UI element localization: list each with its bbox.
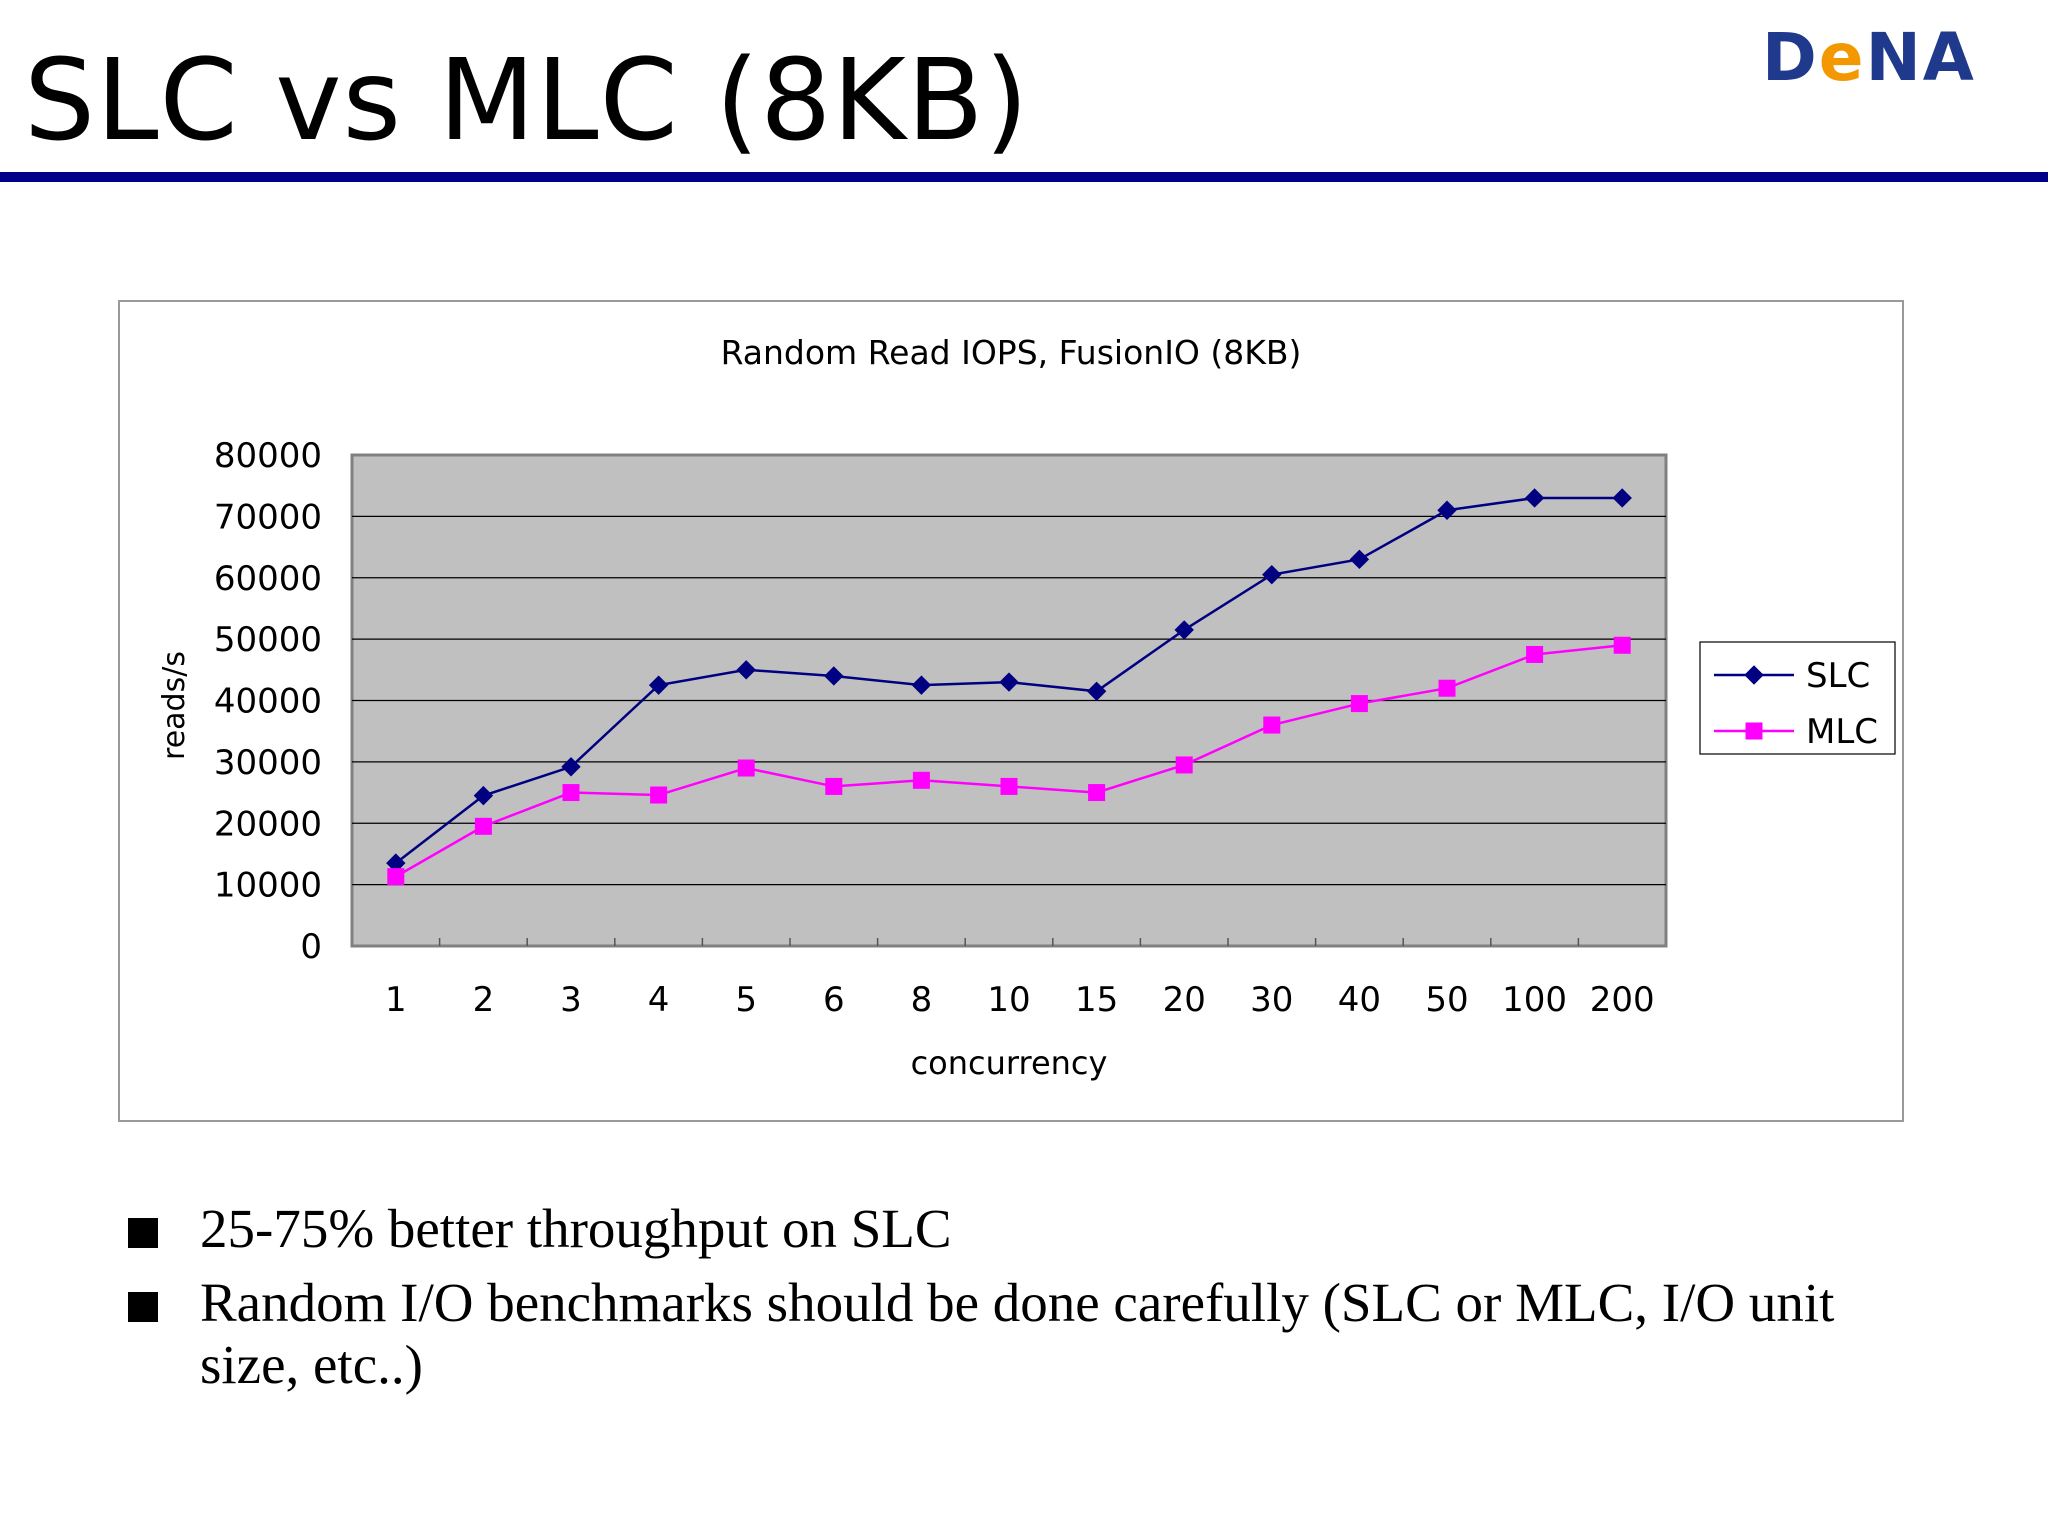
- x-tick-label: 4: [648, 980, 670, 1020]
- data-point-slc: [561, 757, 581, 777]
- y-tick-label: 70000: [214, 497, 322, 537]
- y-tick-label: 80000: [214, 436, 322, 476]
- data-point-slc: [824, 666, 844, 686]
- dena-logo: DeNA: [1762, 18, 1976, 98]
- x-tick-label: 8: [911, 980, 933, 1020]
- y-tick-label: 20000: [214, 804, 322, 844]
- legend-label-mlc: MLC: [1806, 712, 1878, 752]
- x-tick-label: 50: [1425, 980, 1468, 1020]
- y-axis-label: reads/s: [157, 651, 192, 760]
- x-tick-label: 5: [735, 980, 757, 1020]
- x-tick-label: 1: [385, 980, 407, 1020]
- data-point-mlc: [387, 868, 405, 886]
- bullet-item: Random I/O benchmarks should be done car…: [126, 1272, 1926, 1396]
- x-tick-label: 20: [1163, 980, 1206, 1020]
- y-tick-label: 40000: [214, 682, 322, 722]
- data-point-mlc: [650, 786, 668, 804]
- x-tick-label: 15: [1075, 980, 1118, 1020]
- bullet-text: Random I/O benchmarks should be done car…: [200, 1272, 1835, 1395]
- y-tick-label: 0: [300, 927, 322, 967]
- data-point-mlc: [912, 771, 930, 789]
- legend-marker-slc: [1744, 665, 1764, 685]
- x-tick-label: 40: [1338, 980, 1381, 1020]
- data-point-mlc: [1000, 777, 1018, 795]
- data-point-slc: [736, 660, 756, 680]
- data-point-slc: [1174, 620, 1194, 640]
- x-tick-label: 6: [823, 980, 845, 1020]
- bullet-item: 25-75% better throughput on SLC: [126, 1198, 1926, 1260]
- data-point-mlc: [562, 784, 580, 802]
- x-tick-label: 2: [473, 980, 495, 1020]
- data-point-slc: [911, 675, 932, 695]
- bullet-square-icon: [128, 1292, 158, 1322]
- data-point-mlc: [1263, 716, 1281, 734]
- data-point-mlc: [1526, 645, 1544, 663]
- data-point-mlc: [825, 777, 843, 795]
- data-point-slc: [1262, 564, 1282, 585]
- data-point-slc: [1086, 681, 1107, 702]
- data-point-slc: [1524, 488, 1545, 508]
- legend-box: [1699, 641, 1896, 755]
- data-point-mlc: [1350, 695, 1368, 713]
- data-point-slc: [473, 785, 494, 806]
- bullet-list: 25-75% better throughput on SLC Random I…: [126, 1198, 1926, 1408]
- y-tick-label: 50000: [214, 620, 322, 660]
- x-tick-label: 30: [1250, 980, 1293, 1020]
- data-point-mlc: [737, 759, 755, 777]
- x-tick-label: 200: [1590, 980, 1655, 1020]
- x-tick-label: 100: [1502, 980, 1567, 1020]
- data-point-slc: [1437, 500, 1457, 520]
- logo-accent: e: [1818, 19, 1866, 96]
- slide-title: SLC vs MLC (8KB): [24, 36, 1030, 166]
- chart-frame: 0 10000 20000 30000 40000 50000 60000 70000 8000…: [118, 300, 1904, 1122]
- data-point-mlc: [1613, 636, 1631, 654]
- data-point-slc: [648, 675, 669, 695]
- x-tick-label: 3: [560, 980, 582, 1020]
- data-point-slc: [999, 672, 1019, 692]
- line-chart: 0 10000 20000 30000 40000 50000 60000 70000 8000…: [157, 333, 1896, 1082]
- y-tick-label: 10000: [214, 866, 322, 906]
- data-point-mlc: [474, 817, 492, 835]
- x-tick-label: 10: [987, 980, 1030, 1020]
- bullet-square-icon: [128, 1218, 158, 1248]
- y-tick-label: 60000: [214, 559, 322, 599]
- chart-title: Random Read IOPS, FusionIO (8KB): [721, 333, 1302, 372]
- data-point-mlc: [1438, 679, 1456, 697]
- y-tick-label: 30000: [214, 743, 322, 783]
- data-point-slc: [1349, 549, 1370, 570]
- title-rule: [0, 172, 2048, 182]
- legend-marker-mlc: [1745, 722, 1763, 740]
- legend-label-slc: SLC: [1806, 656, 1870, 696]
- x-axis-label: concurrency: [911, 1044, 1108, 1082]
- data-point-slc: [1612, 488, 1632, 508]
- logo-prefix: D: [1762, 19, 1819, 96]
- data-point-mlc: [1175, 756, 1193, 774]
- data-point-mlc: [1088, 784, 1106, 802]
- bullet-text: 25-75% better throughput on SLC: [200, 1198, 952, 1259]
- logo-suffix: NA: [1865, 19, 1976, 96]
